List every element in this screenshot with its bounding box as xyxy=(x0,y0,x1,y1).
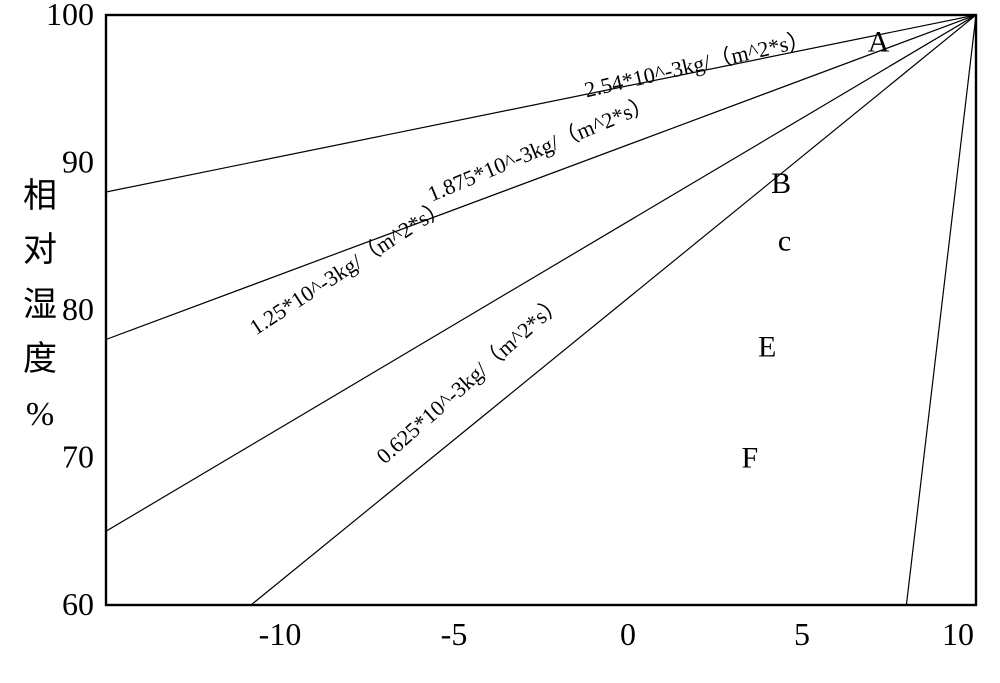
y-tick-label: 60 xyxy=(62,586,94,622)
contour-line xyxy=(106,15,976,192)
y-axis-label: 相 对 湿 度 % xyxy=(20,170,60,442)
x-tick-label: 10 xyxy=(942,616,974,652)
region-label: B xyxy=(771,167,791,200)
contour-line-label: 1.875*10^-3kg/（m^2*s） xyxy=(424,90,656,206)
contour-line xyxy=(106,15,976,683)
x-tick-labels: -10 -5 0 5 10 xyxy=(259,616,974,652)
region-labels: A Bc E F xyxy=(741,25,889,474)
contour-line-label: 2.54*10^-3kg/（m^2*s） xyxy=(582,26,812,102)
y-axis-label-char: % xyxy=(20,388,60,442)
contour-line-label: 0.625*10^-3kg/（m^2*s） xyxy=(371,289,568,468)
x-tick-label: -5 xyxy=(441,616,468,652)
region-label: A xyxy=(868,25,890,58)
y-tick-label: 80 xyxy=(62,291,94,327)
contour-line-labels: 2.54*10^-3kg/（m^2*s）1.875*10^-3kg/（m^2*s… xyxy=(245,26,812,468)
y-axis-label-char: 相 xyxy=(20,170,60,224)
y-axis-label-char: 对 xyxy=(20,224,60,278)
x-tick-label: 0 xyxy=(620,616,636,652)
contour-lines xyxy=(106,15,976,683)
y-tick-label: 90 xyxy=(62,144,94,180)
contour-line xyxy=(106,15,976,340)
x-tick-label: 5 xyxy=(794,616,810,652)
y-tick-label: 70 xyxy=(62,439,94,475)
x-tick-label: -10 xyxy=(259,616,302,652)
region-label: E xyxy=(758,331,776,364)
contour-line xyxy=(106,15,976,531)
y-axis-label-char: 湿 xyxy=(20,279,60,333)
chart-svg: 2.54*10^-3kg/（m^2*s）1.875*10^-3kg/（m^2*s… xyxy=(0,0,1000,683)
contour-line xyxy=(906,15,976,605)
chart-container: 相 对 湿 度 % 2.54*10^-3kg/（m^2*s）1.875*10^-… xyxy=(0,0,1000,683)
region-label: F xyxy=(741,441,758,474)
y-tick-label: 100 xyxy=(46,0,94,32)
y-axis-label-char: 度 xyxy=(20,333,60,387)
contour-line-label: 1.25*10^-3kg/（m^2*s） xyxy=(245,193,452,339)
region-label: c xyxy=(778,225,791,258)
